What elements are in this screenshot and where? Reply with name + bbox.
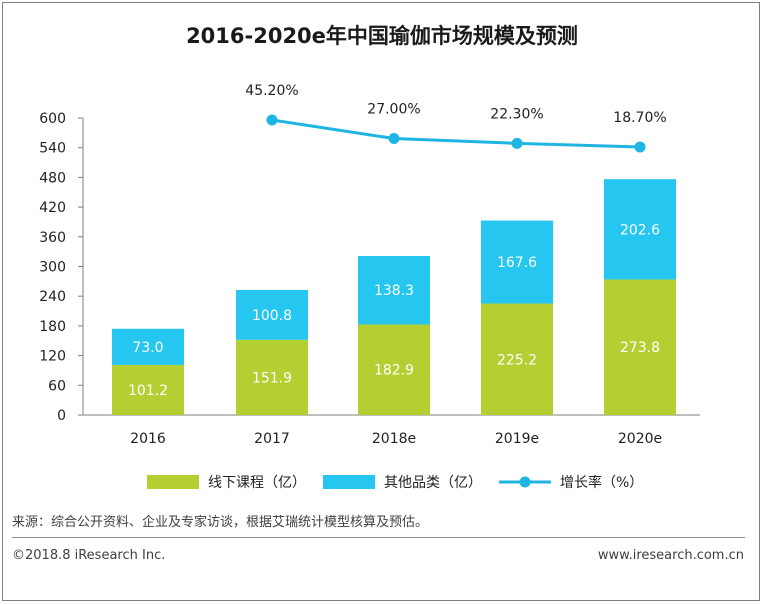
bar-other-category [604, 179, 676, 280]
growth-rate-label: 18.70% [613, 110, 666, 126]
y-tick-label: 540 [39, 141, 66, 157]
chart-area: 0 60 120 180 240 300 360 420 480 540 600 101.2 73.0 2… [39, 83, 700, 491]
growth-rate-point [511, 137, 523, 149]
bar-offline-course [358, 324, 430, 415]
x-tick-label: 2018e [372, 431, 416, 447]
legend-label-offline: 线下课程（亿） [208, 475, 306, 491]
growth-rate-label: 45.20% [245, 83, 298, 99]
x-tick-label: 2017 [254, 431, 290, 447]
bar-offline-course [112, 364, 184, 415]
data-label-other: 138.3 [374, 283, 414, 299]
bar-offline-course [604, 279, 676, 415]
bar-offline-course [481, 303, 553, 415]
x-tick-label: 2019e [495, 431, 539, 447]
growth-rate-label: 27.00% [367, 102, 420, 118]
y-tick-label: 120 [39, 349, 66, 365]
legend-swatch-other [323, 475, 375, 489]
data-label-offline: 101.2 [128, 383, 168, 399]
bar-other-category [112, 328, 184, 365]
legend-label-growth: 增长率（%） [560, 474, 643, 491]
bar-other-category [358, 256, 430, 325]
data-label-other: 167.6 [497, 255, 537, 271]
growth-rate-point [634, 141, 646, 153]
bar-other-category [236, 289, 308, 340]
y-tick-label: 300 [39, 260, 66, 276]
data-label-offline: 225.2 [497, 352, 537, 368]
legend-swatch-offline [147, 475, 199, 489]
data-label-offline: 151.9 [252, 370, 292, 386]
copyright-text: ©2018.8 iResearch Inc. [12, 548, 166, 563]
growth-rate-point [266, 114, 278, 126]
data-label-other: 73.0 [132, 340, 163, 356]
legend-label-other: 其他品类（亿） [384, 475, 482, 491]
data-label-other: 100.8 [252, 308, 292, 324]
y-tick-label: 240 [39, 289, 66, 305]
y-tick-label: 420 [39, 200, 66, 216]
legend-marker-growth [519, 476, 531, 488]
y-tick-label: 360 [39, 230, 66, 246]
x-tick-label: 2020e [618, 431, 662, 447]
chart-title: 2016-2020e年中国瑜伽市场规模及预测 [186, 24, 578, 48]
footer-divider [12, 537, 745, 538]
growth-rate-label: 22.30% [490, 106, 543, 122]
website-text: www.iresearch.com.cn [597, 548, 744, 563]
y-tick-label: 0 [57, 408, 66, 424]
data-label-offline: 182.9 [374, 363, 414, 379]
growth-rate-point [388, 133, 400, 145]
growth-rate-line [271, 118, 641, 149]
y-tick-label: 60 [48, 378, 66, 394]
bar-other-category [481, 220, 553, 304]
data-label-offline: 273.8 [620, 340, 660, 356]
data-label-other: 202.6 [620, 222, 660, 238]
y-tick-label: 600 [39, 111, 66, 127]
y-tick-label: 480 [39, 170, 66, 186]
source-note: 来源：综合公开资料、企业及专家访谈，根据艾瑞统计模型核算及预估。 [12, 515, 429, 530]
x-tick-label: 2016 [130, 431, 166, 447]
bar-offline-course [236, 339, 308, 415]
y-tick-label: 180 [39, 319, 66, 335]
